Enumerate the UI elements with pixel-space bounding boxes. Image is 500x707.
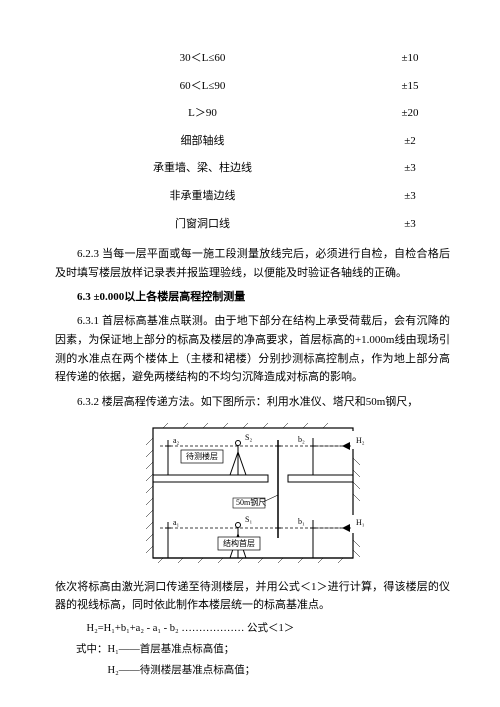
paragraph-623: 6.2.3 当每一层平面或每一施工段测量放线完后，必须进行自检，自检合格后及时填… bbox=[55, 245, 450, 282]
tolerance-table: 30＜L≤60 ±10 60＜L≤90 ±15 L＞90 ±20 细部轴线 ±2… bbox=[55, 50, 450, 233]
row-label: L＞90 bbox=[55, 105, 370, 123]
label-a1: a₁ bbox=[173, 518, 180, 527]
label-bottom-floor: 结构首层 bbox=[223, 538, 255, 548]
table-row: L＞90 ±20 bbox=[55, 105, 450, 123]
table-row: 门窗洞口线 ±3 bbox=[55, 216, 450, 234]
row-value: ±3 bbox=[370, 160, 450, 178]
label-h1: H₁ bbox=[356, 518, 365, 527]
label-ruler: 50m钢尺 bbox=[236, 497, 266, 507]
row-value: ±2 bbox=[370, 133, 450, 151]
formula: H₂=H₁+b₁+a₂ - a₁ - b₂ ……………… 公式＜1＞ bbox=[55, 621, 450, 638]
label-s1: S₁ bbox=[245, 515, 252, 524]
row-label: 30＜L≤60 bbox=[55, 50, 370, 68]
row-value: ±3 bbox=[370, 188, 450, 206]
label-h2: H₂ bbox=[356, 436, 365, 445]
label-b1: b₁ bbox=[298, 517, 305, 526]
paragraph-632: 6.3.2 楼层高程传递方法。如下图所示：利用水准仪、塔尺和50m钢尺， bbox=[55, 393, 450, 412]
table-row: 非承重墙边线 ±3 bbox=[55, 188, 450, 206]
row-label: 门窗洞口线 bbox=[55, 216, 370, 234]
row-value: ±15 bbox=[370, 78, 450, 96]
row-value: ±3 bbox=[370, 216, 450, 234]
row-label: 承重墙、梁、柱边线 bbox=[55, 160, 370, 178]
def-h2: H₂——待测楼层基准点标高值； bbox=[55, 663, 450, 680]
row-value: ±20 bbox=[370, 105, 450, 123]
table-row: 细部轴线 ±2 bbox=[55, 133, 450, 151]
label-top-floor: 待测楼层 bbox=[186, 451, 218, 461]
table-row: 60＜L≤90 ±15 bbox=[55, 78, 450, 96]
table-row: 承重墙、梁、柱边线 ±3 bbox=[55, 160, 450, 178]
table-row: 30＜L≤60 ±10 bbox=[55, 50, 450, 68]
label-a2: a₂ bbox=[173, 436, 180, 445]
heading-63: 6.3 ±0.000以上各楼层高程控制测量 bbox=[55, 289, 450, 307]
paragraph-below-diagram: 依次将标高由激光洞口传递至待测楼层，并用公式＜1＞进行计算，得该楼层的仪器的视线… bbox=[55, 578, 450, 615]
label-s2: S₂ bbox=[245, 433, 252, 442]
label-b2: b₂ bbox=[298, 435, 305, 444]
row-label: 细部轴线 bbox=[55, 133, 370, 151]
row-label: 非承重墙边线 bbox=[55, 188, 370, 206]
row-value: ±10 bbox=[370, 50, 450, 68]
row-label: 60＜L≤90 bbox=[55, 78, 370, 96]
elevation-diagram: a₂ S₂ b₂ H₂ a₁ S₁ b₁ H₁ 待测楼层 结构首层 50m钢尺 bbox=[55, 420, 450, 570]
paragraph-631: 6.3.1 首层标高基准点联测。由于地下部分在结构上承受荷载后，会有沉降的因素，… bbox=[55, 312, 450, 387]
def-h1: 式中：H₁——首层基准点标高值； bbox=[55, 642, 450, 659]
